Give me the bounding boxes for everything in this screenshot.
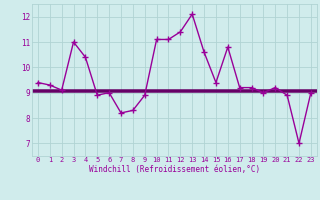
X-axis label: Windchill (Refroidissement éolien,°C): Windchill (Refroidissement éolien,°C)	[89, 165, 260, 174]
